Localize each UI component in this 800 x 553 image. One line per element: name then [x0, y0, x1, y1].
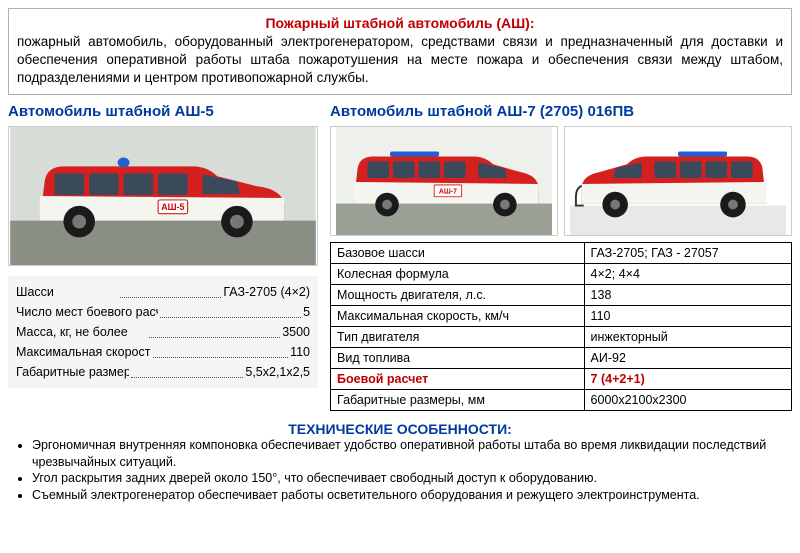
spec-value: 5 [303, 302, 310, 322]
van-illustration-ash7-a: АШ-7 [331, 127, 557, 235]
spec-label-cell: Габаритные размеры, мм [331, 389, 585, 410]
table-row: Максимальная скорость, км/ч110 [331, 305, 792, 326]
header-text: пожарный автомобиль, оборудованный элект… [17, 34, 783, 85]
spec-value-cell: 138 [584, 284, 791, 305]
table-row: Боевой расчет7 (4+2+1) [331, 368, 792, 389]
van-illustration-ash5: АШ-5 [9, 127, 317, 265]
svg-text:АШ-7: АШ-7 [439, 188, 457, 195]
spec-label: Шасси [16, 282, 118, 302]
left-title: Автомобиль штабной АШ-5 [8, 103, 318, 120]
van-illustration-ash7-b [565, 127, 791, 235]
dots [131, 358, 244, 378]
table-row: Колесная формула4×2; 4×4 [331, 263, 792, 284]
spec-row: Габаритные размеры, м 5,5х2,1х2,5 [16, 362, 310, 382]
spec-value-cell: 6000х2100х2300 [584, 389, 791, 410]
spec-label: Габаритные размеры, м [16, 362, 129, 382]
spec-value-cell: 7 (4+2+1) [584, 368, 791, 389]
dots [160, 298, 302, 318]
dots [120, 278, 222, 298]
spec-value-cell: АИ-92 [584, 347, 791, 368]
spec-value-cell: ГАЗ-2705; ГАЗ - 27057 [584, 242, 791, 263]
specs-table: Базовое шассиГАЗ-2705; ГАЗ - 27057Колесн… [330, 242, 792, 411]
spec-label-cell: Вид топлива [331, 347, 585, 368]
table-row: Мощность двигателя, л.с.138 [331, 284, 792, 305]
vehicle-image-ash5: АШ-5 [8, 126, 318, 266]
features-list: Эргономичная внутренняя компоновка обесп… [8, 437, 792, 505]
vehicle-label-text: АШ-5 [161, 201, 184, 211]
header-title: Пожарный штабной автомобиль (АШ): [17, 15, 783, 31]
spec-value-cell: 110 [584, 305, 791, 326]
table-row: Вид топливаАИ-92 [331, 347, 792, 368]
features-section: ТЕХНИЧЕСКИЕ ОСОБЕННОСТИ: Эргономичная вн… [8, 421, 792, 505]
column-right: Автомобиль штабной АШ-7 (2705) 016ПВ [330, 103, 792, 411]
header-box: Пожарный штабной автомобиль (АШ): пожарн… [8, 8, 792, 95]
spec-label-cell: Базовое шасси [331, 242, 585, 263]
table-row: Базовое шассиГАЗ-2705; ГАЗ - 27057 [331, 242, 792, 263]
spec-value: 5,5х2,1х2,5 [245, 362, 310, 382]
vehicle-image-ash7-b [564, 126, 792, 236]
right-title: Автомобиль штабной АШ-7 (2705) 016ПВ [330, 103, 792, 120]
dots [149, 318, 280, 338]
spec-label-cell: Тип двигателя [331, 326, 585, 347]
spec-label-cell: Колесная формула [331, 263, 585, 284]
spec-label-cell: Максимальная скорость, км/ч [331, 305, 585, 326]
features-title: ТЕХНИЧЕСКИЕ ОСОБЕННОСТИ: [8, 421, 792, 437]
spec-value: 110 [290, 342, 310, 362]
spec-label: Масса, кг, не более [16, 322, 147, 342]
spec-label-cell: Мощность двигателя, л.с. [331, 284, 585, 305]
table-row: Габаритные размеры, мм6000х2100х2300 [331, 389, 792, 410]
content-columns: Автомобиль штабной АШ-5 АШ-5 [8, 103, 792, 411]
feature-item: Эргономичная внутренняя компоновка обесп… [32, 437, 792, 471]
feature-item: Съемный электрогенератор обеспечивает ра… [32, 487, 792, 504]
vehicle-image-ash7-a: АШ-7 [330, 126, 558, 236]
table-row: Тип двигателяинжекторный [331, 326, 792, 347]
dots [153, 338, 288, 358]
right-images-row: АШ-7 [330, 126, 792, 236]
feature-item: Угол раскрытия задних дверей около 150°,… [32, 470, 792, 487]
spec-label: Число мест боевого расчета [16, 302, 158, 322]
spec-label-cell: Боевой расчет [331, 368, 585, 389]
spec-value-cell: 4×2; 4×4 [584, 263, 791, 284]
spec-value-cell: инжекторный [584, 326, 791, 347]
left-specs-list: Шасси ГАЗ-2705 (4×2) Число мест боевого … [8, 276, 318, 388]
column-left: Автомобиль штабной АШ-5 АШ-5 [8, 103, 318, 411]
